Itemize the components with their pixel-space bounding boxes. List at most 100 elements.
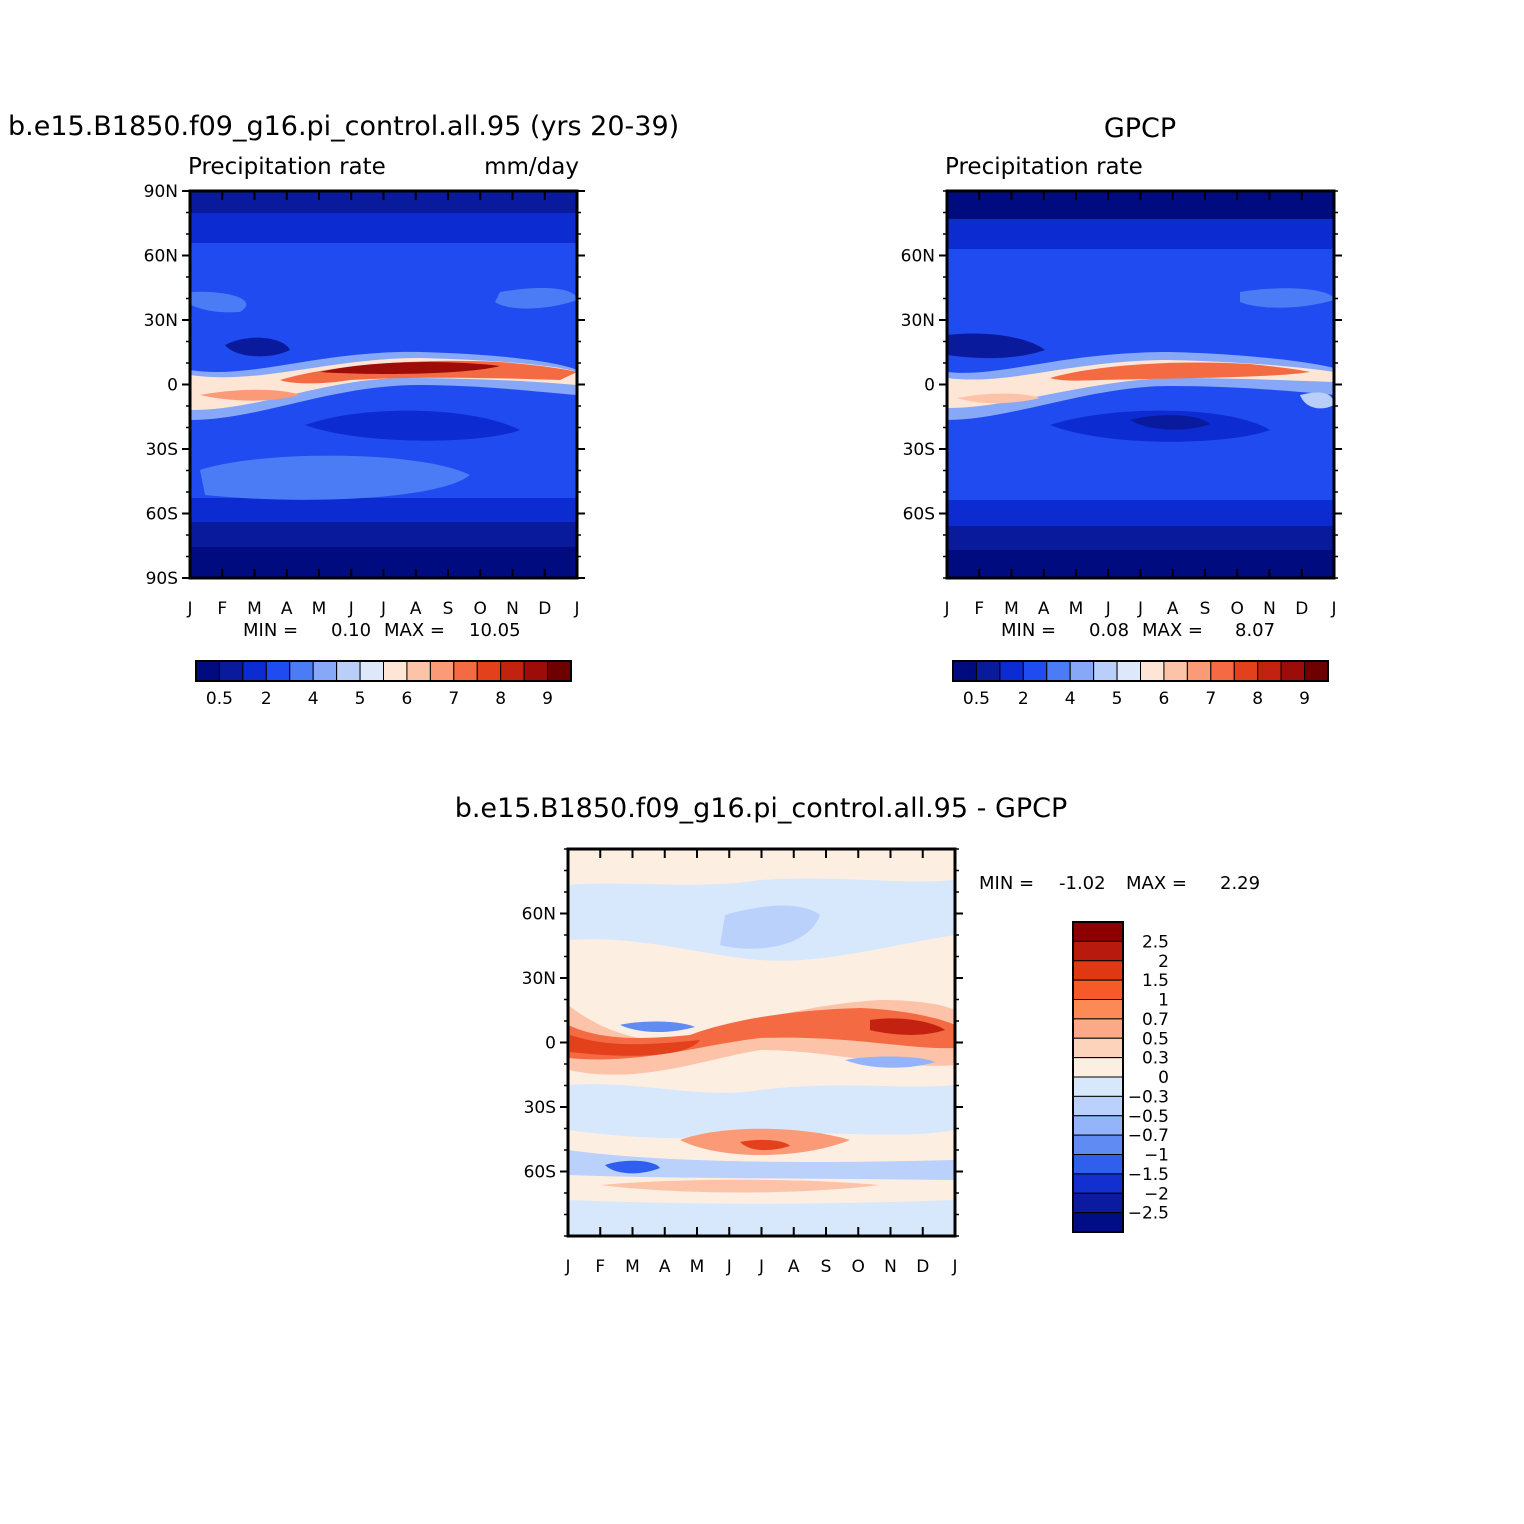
field-storm-track-north <box>1240 288 1334 308</box>
colorbar-label: −0.7 <box>1128 1126 1169 1146</box>
colorbar-label: 5 <box>355 689 366 709</box>
panel-model-max-label: MAX = <box>384 620 445 641</box>
field-neg-north-core <box>720 905 820 949</box>
month-tick-label: J <box>726 1257 732 1277</box>
month-tick-label: M <box>1004 599 1019 619</box>
lat-tick-label: 0 <box>545 1034 556 1054</box>
field-dry-north <box>947 333 1045 359</box>
colorbar-box <box>406 660 431 682</box>
lat-tick-label: 60S <box>146 505 178 525</box>
panel-diff-field <box>568 849 955 1236</box>
month-tick-label: J <box>564 1257 570 1277</box>
colorbar-box <box>975 660 1001 682</box>
panel-diff-min-label: MIN = <box>979 873 1034 894</box>
colorbar-box <box>1046 660 1071 682</box>
colorbar-label: −0.3 <box>1128 1087 1169 1107</box>
field-neg-south-mid <box>568 1084 955 1139</box>
colorbar-box <box>1072 1154 1124 1175</box>
colorbar-frame <box>195 660 572 682</box>
colorbar-box <box>383 660 408 682</box>
panel-obs-colorbar: 0.5 2 4 5 6 7 8 9 <box>952 660 1329 709</box>
colorbar-box <box>1072 1076 1124 1097</box>
colorbar-label: 8 <box>495 689 506 709</box>
field-spcz-south <box>957 393 1040 404</box>
month-tick-label: O <box>1231 599 1244 619</box>
colorbar-box <box>1304 660 1329 682</box>
colorbar-box <box>195 660 220 682</box>
field-itcz-peak <box>320 362 500 374</box>
month-tick-label: M <box>625 1257 640 1277</box>
colorbar-label: 2 <box>1158 952 1169 972</box>
colorbar-box <box>1022 660 1048 682</box>
field-band-south-mid <box>947 500 1334 526</box>
panel-obs-field <box>947 191 1334 578</box>
colorbar-label: −2 <box>1144 1184 1169 1204</box>
colorbar-label: −1 <box>1144 1146 1169 1166</box>
lat-tick-label: 60S <box>524 1163 556 1183</box>
lat-tick-label: 30S <box>524 1098 556 1118</box>
month-tick-label: N <box>884 1257 897 1277</box>
colorbar-box <box>1072 1018 1124 1039</box>
colorbar-box <box>359 660 384 682</box>
colorbar-box <box>1072 1192 1124 1214</box>
panel-model-right-string: mm/day <box>484 154 579 180</box>
field-pos-south-band-core <box>740 1139 790 1151</box>
colorbar-box <box>429 660 455 682</box>
colorbar-box <box>1072 1095 1124 1117</box>
month-tick-label: M <box>1069 599 1084 619</box>
colorbar-label: 7 <box>1205 689 1216 709</box>
colorbar-label: 9 <box>1299 689 1310 709</box>
panel-obs-max-label: MAX = <box>1142 620 1203 641</box>
colorbar-box <box>218 660 244 682</box>
month-tick-label: S <box>821 1257 832 1277</box>
colorbar-box <box>1116 660 1141 682</box>
panel-obs-min-label: MIN = <box>1001 620 1056 641</box>
colorbar-box <box>547 660 572 682</box>
colorbar-box <box>500 660 525 682</box>
colorbar-label: 1 <box>1158 991 1169 1011</box>
month-tick-label: F <box>595 1257 605 1277</box>
month-tick-label: O <box>852 1257 865 1277</box>
colorbar-box <box>289 660 314 682</box>
colorbar-label: 6 <box>1159 689 1170 709</box>
month-tick-label: D <box>538 599 551 619</box>
field-band-north-high <box>190 213 577 243</box>
month-tick-label: J <box>943 599 949 619</box>
colorbar-box <box>1072 979 1124 1000</box>
panel-obs-max-value: 8.07 <box>1235 620 1275 641</box>
panel-model-min-value: 0.10 <box>331 620 371 641</box>
lat-tick-label: 30N <box>901 311 935 331</box>
colorbar-box <box>999 660 1024 682</box>
lat-tick-label: 0 <box>924 376 935 396</box>
colorbar-box <box>453 660 478 682</box>
field-band-south-high <box>947 524 1334 550</box>
field-neg-southern-ocean-core <box>605 1160 660 1174</box>
colorbar-box <box>1072 999 1124 1020</box>
lat-tick-label: 30N <box>144 311 178 331</box>
lat-tick-label: 60N <box>901 247 935 267</box>
colorbar-label: 0.5 <box>963 689 990 709</box>
field-dry-north <box>225 337 290 357</box>
colorbar-box <box>312 660 338 682</box>
colorbar-box <box>1210 660 1235 682</box>
month-tick-label: D <box>1295 599 1308 619</box>
panel-model-min-label: MIN = <box>243 620 298 641</box>
colorbar-label: 2 <box>1018 689 1029 709</box>
colorbar-label: 0.5 <box>206 689 233 709</box>
colorbar-label: 0.5 <box>1142 1029 1169 1049</box>
lat-tick-label: 90N <box>144 182 178 202</box>
colorbar-box <box>1093 660 1118 682</box>
lat-tick-label: 60N <box>522 905 556 925</box>
colorbar-frame <box>1072 921 1124 1233</box>
month-tick-label: F <box>217 599 227 619</box>
month-tick-label: M <box>312 599 327 619</box>
field-band-south-mid <box>190 498 577 522</box>
colorbar-box <box>1069 660 1095 682</box>
colorbar-box <box>265 660 291 682</box>
colorbar-label: 5 <box>1112 689 1123 709</box>
month-tick-label: S <box>443 599 454 619</box>
panel-diff-min-value: -1.02 <box>1059 873 1106 894</box>
month-tick-label: M <box>690 1257 705 1277</box>
